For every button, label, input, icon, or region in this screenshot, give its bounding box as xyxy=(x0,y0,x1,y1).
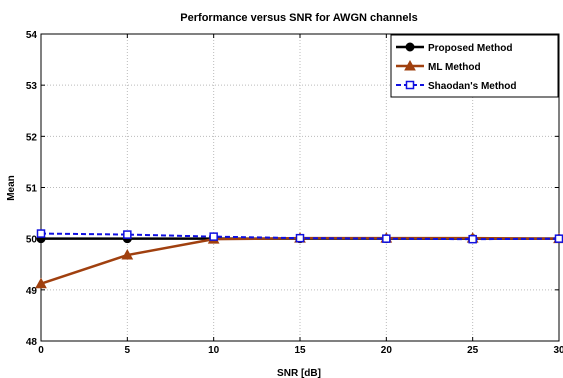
data-point xyxy=(35,277,47,289)
series-group xyxy=(35,229,563,289)
x-tick-label: 10 xyxy=(208,345,220,356)
data-point xyxy=(121,249,134,260)
legend-marker xyxy=(405,42,415,52)
x-tick-label: 25 xyxy=(467,345,479,356)
x-tick-label: 20 xyxy=(381,345,393,356)
data-point xyxy=(295,233,305,243)
x-tick-label: 30 xyxy=(553,345,563,356)
data-point xyxy=(123,230,132,239)
data-point xyxy=(209,232,218,241)
legend-marker xyxy=(404,59,416,71)
legend-label: Proposed Method xyxy=(428,43,512,54)
data-point xyxy=(382,234,391,243)
data-point xyxy=(36,229,46,238)
legend-entry: Proposed Method xyxy=(396,42,512,54)
series-3 xyxy=(36,229,563,244)
legend-entry: ML Method xyxy=(396,59,481,73)
legend-entry: Shaodan's Method xyxy=(396,80,517,92)
legend-marker xyxy=(405,80,415,90)
x-axis-label: SNR [dB] xyxy=(277,368,321,378)
x-tick-label: 5 xyxy=(125,345,131,356)
y-axis-label: Mean xyxy=(6,175,17,201)
legend-label: Shaodan's Method xyxy=(428,81,517,92)
y-tick-label: 52 xyxy=(26,132,38,143)
legend: Proposed Method ML Method Shaodan's Method xyxy=(390,34,559,98)
x-tick-label: 15 xyxy=(294,345,306,356)
data-point xyxy=(554,234,563,243)
x-axis: 0 5 10 15 20 25 30 xyxy=(38,34,563,356)
y-tick-label: 49 xyxy=(26,286,38,297)
y-tick-label: 51 xyxy=(26,184,38,195)
y-tick-label: 53 xyxy=(26,81,38,92)
data-point xyxy=(468,234,477,244)
legend-label: ML Method xyxy=(428,62,481,73)
x-tick-label: 0 xyxy=(38,345,44,356)
chart-title: Performance versus SNR for AWGN channels xyxy=(180,12,417,24)
y-tick-label: 50 xyxy=(26,235,38,246)
y-tick-label: 48 xyxy=(26,337,38,348)
y-tick-label: 54 xyxy=(26,30,38,41)
